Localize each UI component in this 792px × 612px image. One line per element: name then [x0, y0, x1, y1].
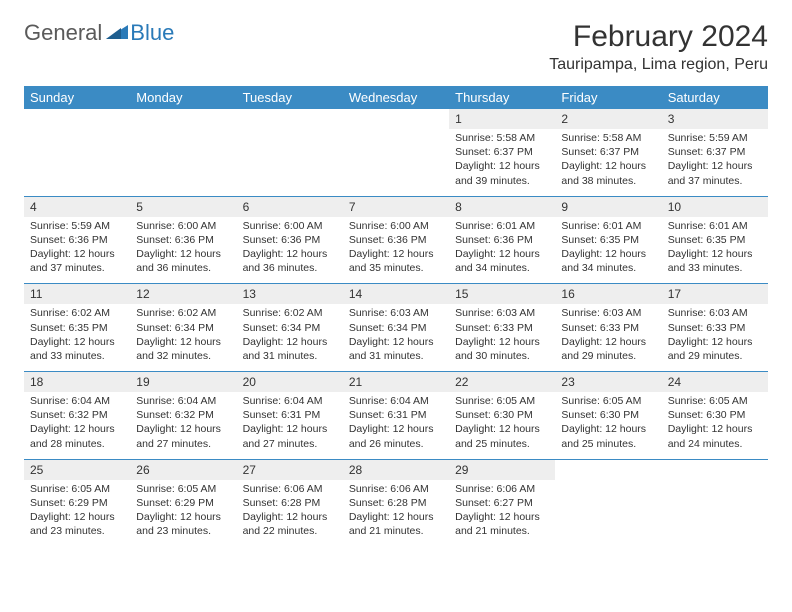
day-detail-row: Sunrise: 5:59 AMSunset: 6:36 PMDaylight:…: [24, 217, 768, 284]
day-number-cell: 28: [343, 460, 449, 480]
day-number-cell: [130, 109, 236, 129]
day-number-cell: 5: [130, 197, 236, 217]
day-number-cell: [237, 109, 343, 129]
day-detail-cell: Sunrise: 6:05 AMSunset: 6:29 PMDaylight:…: [130, 480, 236, 547]
day-number-cell: 26: [130, 460, 236, 480]
day-number-cell: 6: [237, 197, 343, 217]
day-detail-cell: Sunrise: 6:05 AMSunset: 6:30 PMDaylight:…: [555, 392, 661, 459]
day-detail-cell: Sunrise: 6:03 AMSunset: 6:33 PMDaylight:…: [662, 304, 768, 371]
day-number-cell: [555, 460, 661, 480]
day-number-cell: 2: [555, 109, 661, 129]
day-number-row: 18192021222324: [24, 372, 768, 392]
day-detail-cell: Sunrise: 6:00 AMSunset: 6:36 PMDaylight:…: [237, 217, 343, 284]
day-number-row: 45678910: [24, 197, 768, 217]
calendar-body: 123Sunrise: 5:58 AMSunset: 6:37 PMDaylig…: [24, 109, 768, 546]
day-detail-cell: Sunrise: 6:04 AMSunset: 6:32 PMDaylight:…: [130, 392, 236, 459]
day-detail-cell: [662, 480, 768, 547]
day-detail-cell: Sunrise: 6:01 AMSunset: 6:35 PMDaylight:…: [662, 217, 768, 284]
day-number-cell: 9: [555, 197, 661, 217]
day-of-week-row: Sunday Monday Tuesday Wednesday Thursday…: [24, 86, 768, 109]
day-number-cell: [343, 109, 449, 129]
day-detail-row: Sunrise: 5:58 AMSunset: 6:37 PMDaylight:…: [24, 129, 768, 196]
day-number-cell: 1: [449, 109, 555, 129]
day-detail-row: Sunrise: 6:02 AMSunset: 6:35 PMDaylight:…: [24, 304, 768, 371]
day-number-row: 123: [24, 109, 768, 129]
dow-tuesday: Tuesday: [237, 86, 343, 109]
day-number-cell: 25: [24, 460, 130, 480]
day-detail-cell: Sunrise: 6:03 AMSunset: 6:34 PMDaylight:…: [343, 304, 449, 371]
day-detail-cell: Sunrise: 6:00 AMSunset: 6:36 PMDaylight:…: [343, 217, 449, 284]
day-number-cell: 27: [237, 460, 343, 480]
day-detail-cell: Sunrise: 6:06 AMSunset: 6:27 PMDaylight:…: [449, 480, 555, 547]
day-number-cell: 21: [343, 372, 449, 392]
day-number-cell: 22: [449, 372, 555, 392]
day-detail-cell: Sunrise: 6:05 AMSunset: 6:30 PMDaylight:…: [662, 392, 768, 459]
day-detail-cell: Sunrise: 6:05 AMSunset: 6:29 PMDaylight:…: [24, 480, 130, 547]
dow-monday: Monday: [130, 86, 236, 109]
day-detail-cell: Sunrise: 6:02 AMSunset: 6:35 PMDaylight:…: [24, 304, 130, 371]
day-detail-cell: Sunrise: 6:03 AMSunset: 6:33 PMDaylight:…: [449, 304, 555, 371]
day-number-cell: 10: [662, 197, 768, 217]
logo: General Blue: [24, 20, 174, 46]
header: General Blue February 2024 Tauripampa, L…: [24, 20, 768, 74]
day-detail-cell: [237, 129, 343, 196]
day-number-row: 11121314151617: [24, 284, 768, 304]
day-detail-cell: Sunrise: 5:58 AMSunset: 6:37 PMDaylight:…: [555, 129, 661, 196]
dow-friday: Friday: [555, 86, 661, 109]
day-number-cell: 23: [555, 372, 661, 392]
day-detail-cell: Sunrise: 6:02 AMSunset: 6:34 PMDaylight:…: [237, 304, 343, 371]
day-detail-cell: [24, 129, 130, 196]
logo-text-blue: Blue: [130, 20, 174, 45]
day-number-cell: 15: [449, 284, 555, 304]
day-detail-row: Sunrise: 6:05 AMSunset: 6:29 PMDaylight:…: [24, 480, 768, 547]
dow-wednesday: Wednesday: [343, 86, 449, 109]
day-detail-cell: Sunrise: 6:03 AMSunset: 6:33 PMDaylight:…: [555, 304, 661, 371]
day-detail-cell: Sunrise: 5:58 AMSunset: 6:37 PMDaylight:…: [449, 129, 555, 196]
day-number-cell: 3: [662, 109, 768, 129]
day-number-cell: [24, 109, 130, 129]
day-number-cell: 17: [662, 284, 768, 304]
day-detail-cell: Sunrise: 6:05 AMSunset: 6:30 PMDaylight:…: [449, 392, 555, 459]
day-detail-cell: Sunrise: 5:59 AMSunset: 6:36 PMDaylight:…: [24, 217, 130, 284]
day-number-cell: 16: [555, 284, 661, 304]
day-number-cell: [662, 460, 768, 480]
day-detail-cell: Sunrise: 6:01 AMSunset: 6:36 PMDaylight:…: [449, 217, 555, 284]
day-number-cell: 14: [343, 284, 449, 304]
day-number-cell: 13: [237, 284, 343, 304]
day-detail-cell: [555, 480, 661, 547]
month-title: February 2024: [549, 20, 768, 54]
day-detail-cell: [130, 129, 236, 196]
day-number-cell: 20: [237, 372, 343, 392]
day-detail-cell: Sunrise: 6:04 AMSunset: 6:31 PMDaylight:…: [237, 392, 343, 459]
day-number-cell: 11: [24, 284, 130, 304]
logo-triangle-icon: [106, 23, 128, 44]
day-detail-cell: [343, 129, 449, 196]
day-number-cell: 4: [24, 197, 130, 217]
calendar-table: Sunday Monday Tuesday Wednesday Thursday…: [24, 86, 768, 546]
day-number-cell: 18: [24, 372, 130, 392]
day-detail-cell: Sunrise: 6:06 AMSunset: 6:28 PMDaylight:…: [343, 480, 449, 547]
day-detail-cell: Sunrise: 6:02 AMSunset: 6:34 PMDaylight:…: [130, 304, 236, 371]
day-number-cell: 7: [343, 197, 449, 217]
day-number-cell: 29: [449, 460, 555, 480]
logo-text-gray: General: [24, 20, 102, 46]
day-number-row: 2526272829: [24, 460, 768, 480]
day-number-cell: 8: [449, 197, 555, 217]
day-detail-cell: Sunrise: 6:00 AMSunset: 6:36 PMDaylight:…: [130, 217, 236, 284]
day-detail-cell: Sunrise: 6:04 AMSunset: 6:31 PMDaylight:…: [343, 392, 449, 459]
day-detail-cell: Sunrise: 6:06 AMSunset: 6:28 PMDaylight:…: [237, 480, 343, 547]
day-number-cell: 19: [130, 372, 236, 392]
day-number-cell: 12: [130, 284, 236, 304]
location-text: Tauripampa, Lima region, Peru: [549, 56, 768, 74]
day-detail-cell: Sunrise: 6:01 AMSunset: 6:35 PMDaylight:…: [555, 217, 661, 284]
day-detail-cell: Sunrise: 5:59 AMSunset: 6:37 PMDaylight:…: [662, 129, 768, 196]
day-detail-cell: Sunrise: 6:04 AMSunset: 6:32 PMDaylight:…: [24, 392, 130, 459]
dow-thursday: Thursday: [449, 86, 555, 109]
day-detail-row: Sunrise: 6:04 AMSunset: 6:32 PMDaylight:…: [24, 392, 768, 459]
title-block: February 2024 Tauripampa, Lima region, P…: [549, 20, 768, 74]
day-number-cell: 24: [662, 372, 768, 392]
dow-saturday: Saturday: [662, 86, 768, 109]
dow-sunday: Sunday: [24, 86, 130, 109]
